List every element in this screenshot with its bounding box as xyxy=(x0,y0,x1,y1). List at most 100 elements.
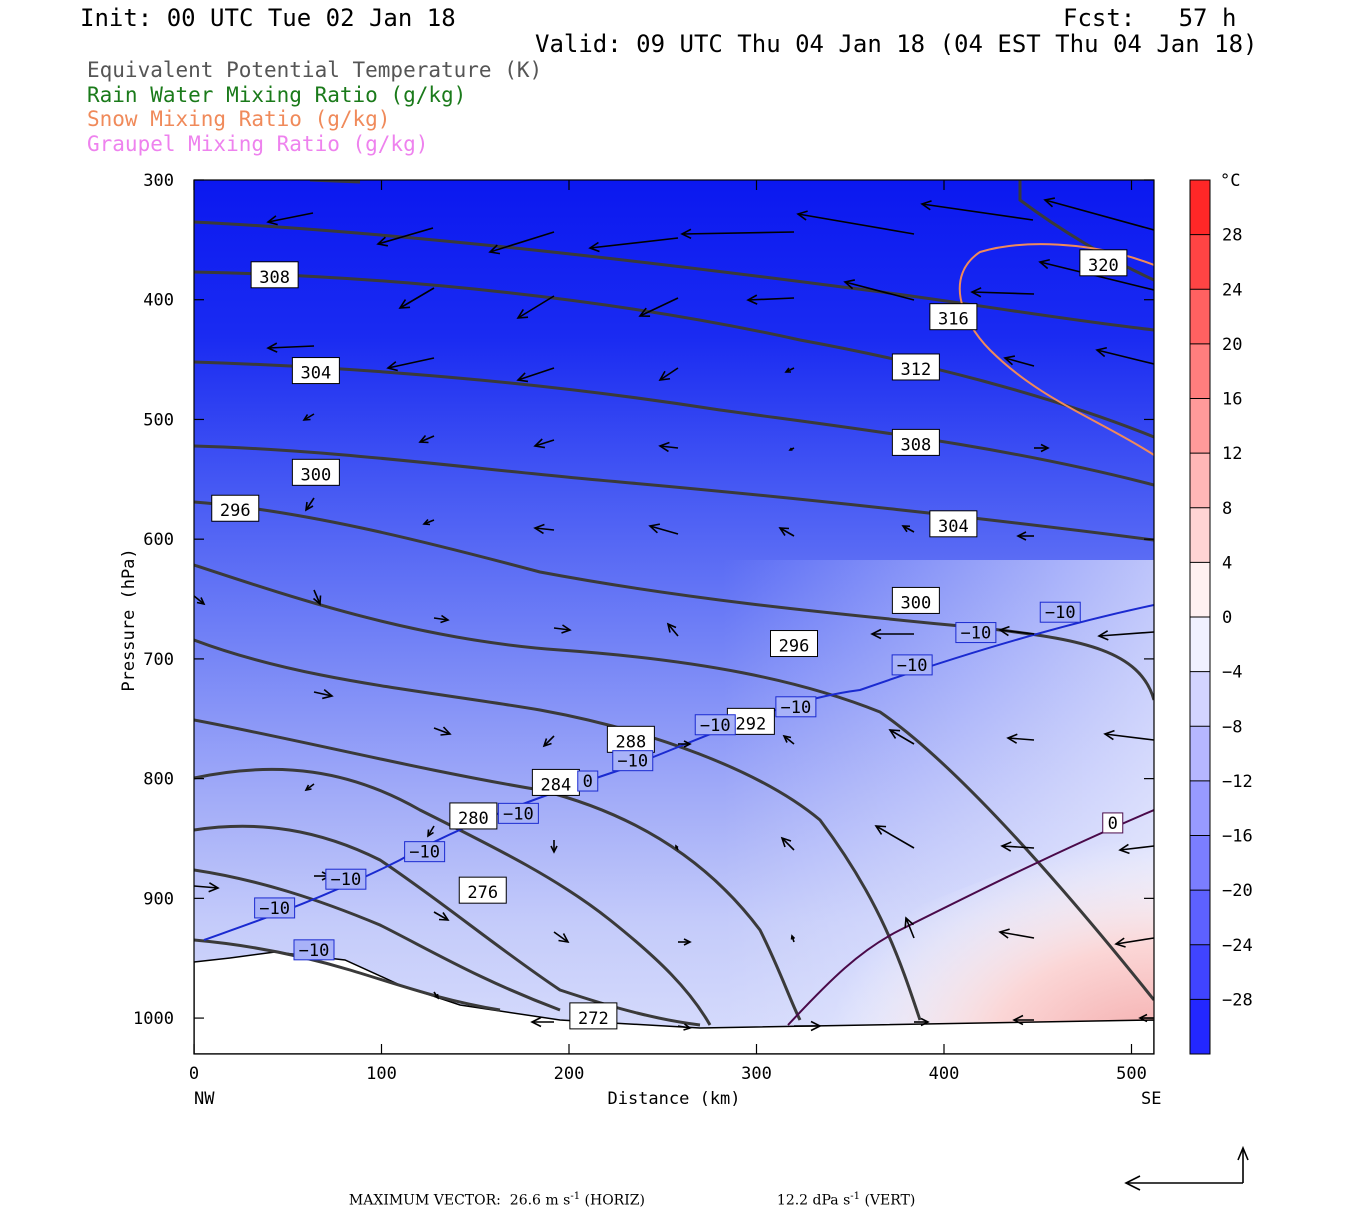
wind-arrow xyxy=(194,595,206,606)
wind-arrow-head xyxy=(1006,733,1018,744)
wind-arrow xyxy=(870,628,914,640)
wind-arrow-head xyxy=(440,726,452,736)
wind-arrow-head xyxy=(398,299,411,309)
wind-arrow-shaft xyxy=(534,527,555,531)
wind-arrow xyxy=(1012,1014,1034,1026)
wind-arrow-head xyxy=(683,938,692,946)
wind-arrow-shaft xyxy=(433,617,449,621)
wind-arrow-shaft xyxy=(844,281,915,301)
wind-arrow-head xyxy=(533,523,545,535)
wind-arrow-head xyxy=(683,740,692,748)
theta-e-label: 296 xyxy=(220,501,251,521)
temperature-label-box xyxy=(775,696,817,718)
theta-e-contour-line xyxy=(1018,180,1154,282)
wind-arrow-head xyxy=(874,825,887,835)
colorbar-segment xyxy=(1190,289,1210,345)
theta-e-label: 300 xyxy=(301,465,332,485)
wind-arrow-head xyxy=(376,236,389,247)
wind-arrow-head xyxy=(675,844,679,849)
theta-e-label-box xyxy=(770,630,818,658)
colorbar-tick-label: 8 xyxy=(1222,499,1232,519)
theta-e-label-box xyxy=(891,428,940,456)
colorbar-segment xyxy=(1190,617,1210,673)
wind-arrow xyxy=(680,228,795,240)
wind-arrow-head xyxy=(588,241,600,253)
wind-arrow xyxy=(1095,346,1154,365)
wind-arrow-head xyxy=(666,622,677,633)
theta-e-label-box xyxy=(291,357,340,385)
wind-arrow xyxy=(1114,937,1154,948)
wind-arrow-shaft xyxy=(419,435,435,443)
wind-arrow-shaft xyxy=(553,627,571,631)
theta-e-label: 300 xyxy=(901,593,932,613)
wind-arrow-head xyxy=(1043,197,1056,208)
wind-arrow-head xyxy=(888,729,901,739)
wind-arrow-head xyxy=(920,200,932,211)
theta-e-label-box xyxy=(891,353,940,381)
temperature-label: −10 xyxy=(781,698,812,718)
wind-arrow-shaft xyxy=(999,629,1035,635)
wind-arrow-shaft xyxy=(377,227,434,245)
wind-arrow-head xyxy=(746,294,758,305)
wind-arrow-head xyxy=(386,361,398,372)
wind-arrow xyxy=(970,287,1035,298)
theta-e-label: 276 xyxy=(467,883,498,903)
temperature-label-box xyxy=(254,897,296,919)
y-tick-label: 1000 xyxy=(133,1009,174,1029)
wind-arrow xyxy=(788,447,795,451)
wind-arrow xyxy=(588,237,679,253)
wind-arrow-head xyxy=(998,625,1010,637)
wind-arrow-shaft xyxy=(677,1025,691,1029)
theta-e-label: 288 xyxy=(616,732,647,752)
wind-arrow-shaft xyxy=(681,231,795,235)
temperature-label: −10 xyxy=(409,843,440,863)
y-tick-label: 400 xyxy=(143,291,174,311)
wind-arrow-head xyxy=(322,689,334,700)
wind-arrow xyxy=(1103,729,1154,741)
theta-e-label-box xyxy=(606,725,655,753)
theta-e-label-box xyxy=(891,586,940,614)
wind-arrow-head xyxy=(1095,346,1107,358)
wind-arrow-shaft xyxy=(517,367,555,381)
wind-arrow-shaft xyxy=(639,297,679,317)
wind-arrow xyxy=(1043,197,1154,231)
forecast-hour-label: Fcst: 57 h xyxy=(1063,4,1237,32)
wind-arrow xyxy=(904,916,915,939)
wind-arrow xyxy=(516,295,555,319)
wind-arrow xyxy=(794,1020,822,1032)
wind-arrow xyxy=(553,624,572,634)
temperature-label: 0 xyxy=(583,772,593,792)
wind-arrow-head xyxy=(488,244,501,255)
wind-arrow xyxy=(780,836,795,851)
x-tick-label: 400 xyxy=(929,1064,960,1084)
theta-e-contour-line xyxy=(194,563,1154,1001)
wind-arrow xyxy=(901,525,915,533)
wind-arrow xyxy=(914,1017,930,1027)
wind-arrow-head xyxy=(901,525,911,533)
colorbar-tick-label: −24 xyxy=(1222,936,1253,956)
wind-arrow-head xyxy=(440,614,450,624)
legend-snow: Snow Mixing Ratio (g/kg) xyxy=(87,107,391,131)
temperature-label: −10 xyxy=(503,804,534,824)
theta-e-contour-line xyxy=(194,824,701,1027)
theta-e-label-box xyxy=(929,303,978,331)
wind-arrow-shaft xyxy=(267,212,314,223)
wind-arrow-shaft xyxy=(543,735,555,747)
wind-arrow-head xyxy=(1040,443,1050,453)
wind-arrow-head xyxy=(680,228,692,240)
x-tick-label: 500 xyxy=(1116,1064,1147,1084)
wind-arrow xyxy=(386,357,435,372)
colorbar-segment xyxy=(1190,890,1210,946)
wind-arrow xyxy=(778,527,795,537)
wind-arrow-head xyxy=(266,342,278,353)
wind-arrow-head xyxy=(658,370,671,381)
wind-arrow-shaft xyxy=(649,525,679,535)
temperature-label: −10 xyxy=(1045,603,1076,623)
wind-arrow-shaft xyxy=(747,297,795,301)
wind-arrow xyxy=(533,523,555,535)
wind-arrow-head xyxy=(427,829,434,838)
reference-vector-icon xyxy=(1124,1145,1249,1191)
wind-arrow-head xyxy=(1038,258,1050,270)
wind-arrow-shaft xyxy=(1119,845,1154,851)
theta-e-label: 304 xyxy=(301,364,332,384)
